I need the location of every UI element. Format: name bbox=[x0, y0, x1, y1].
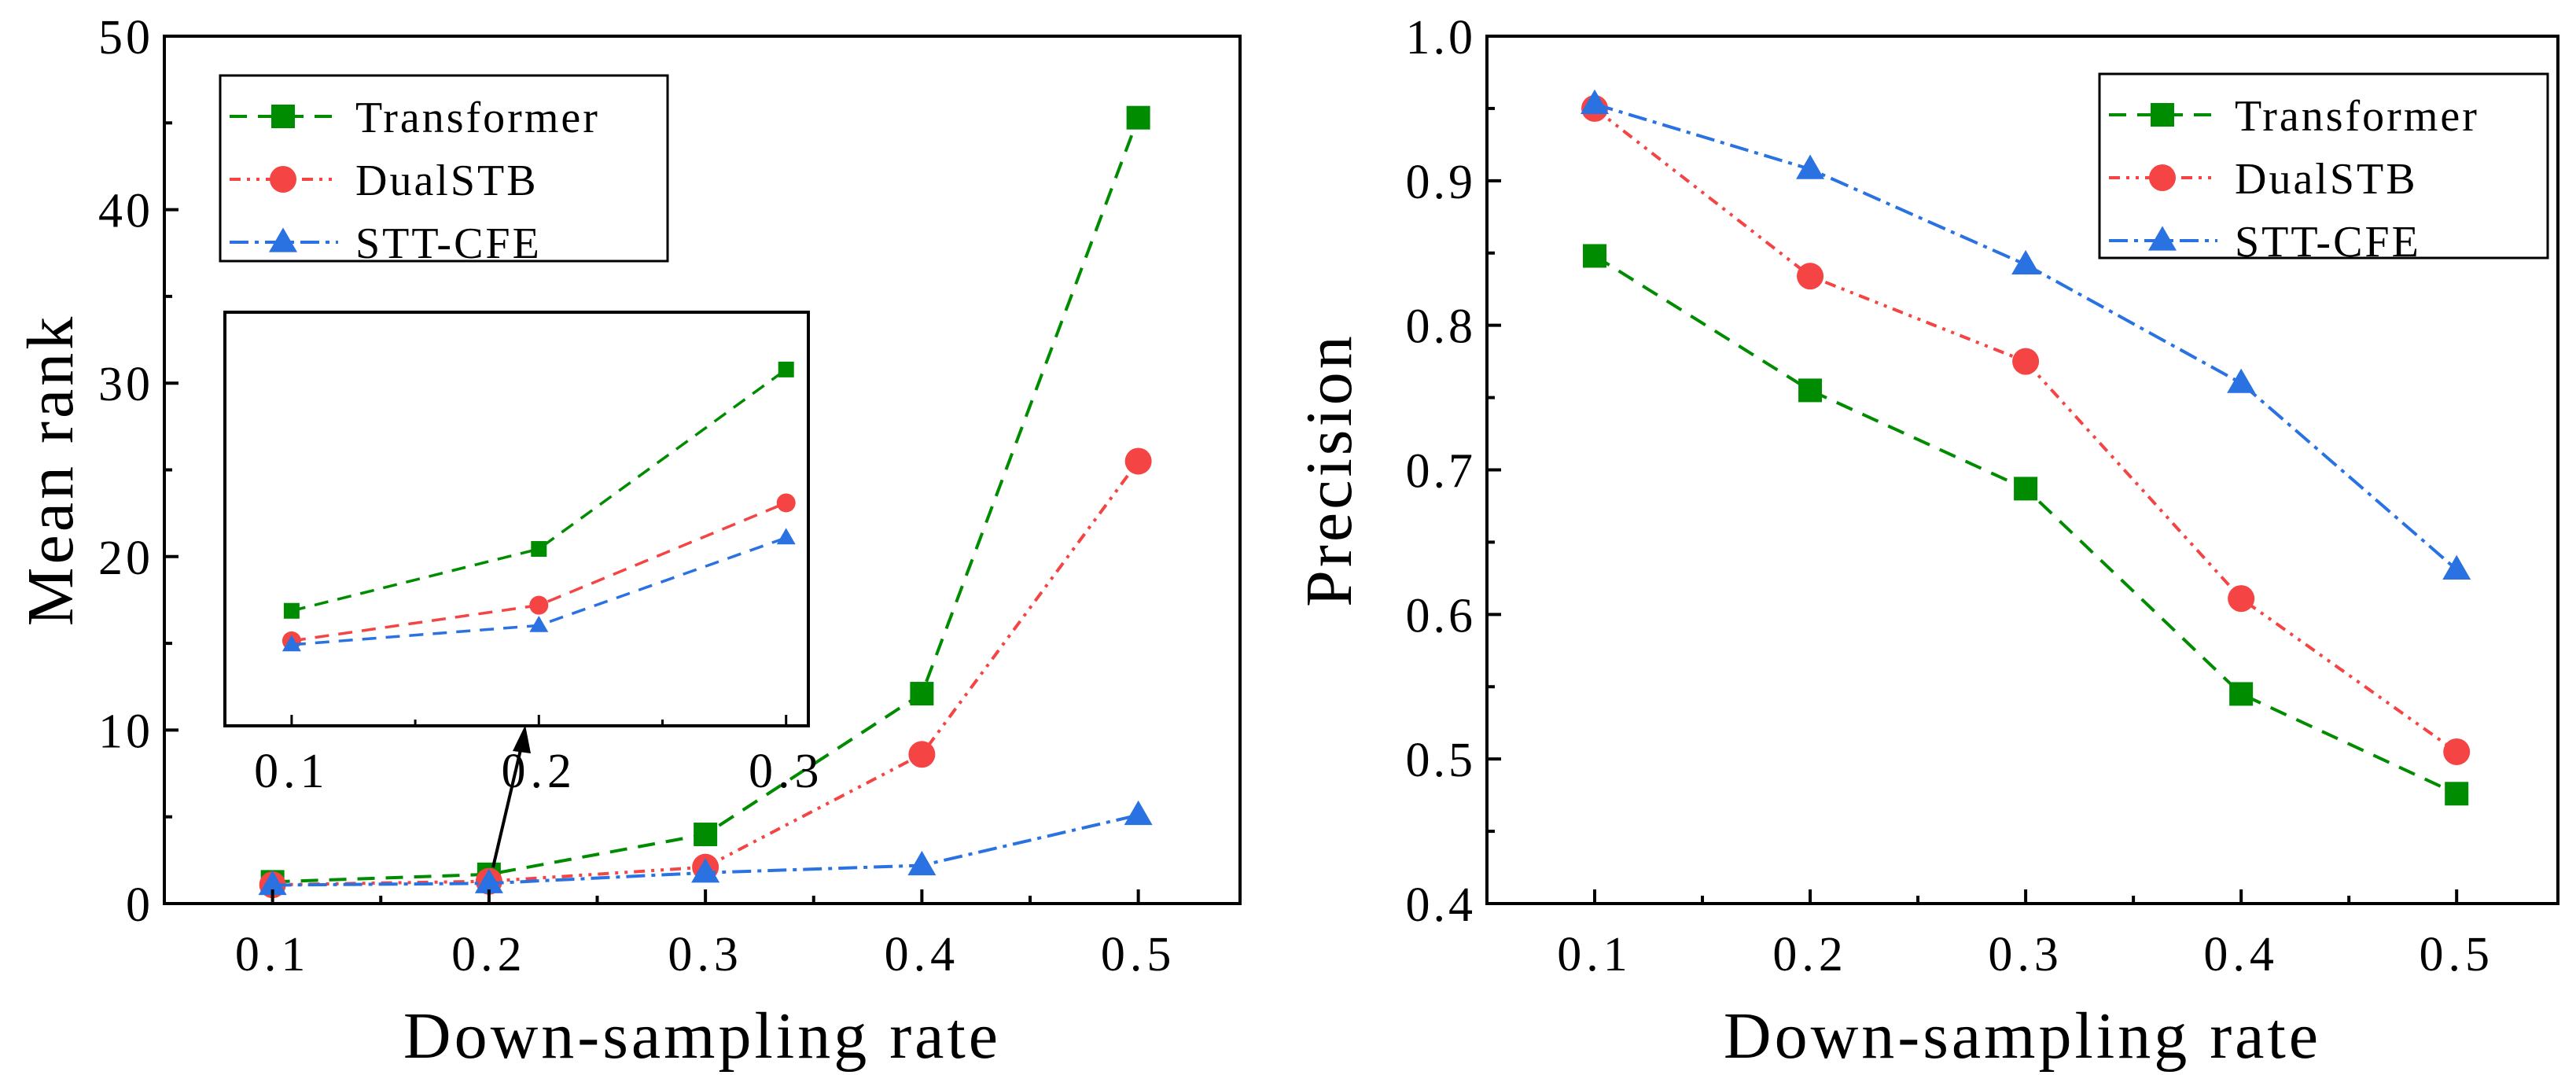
inset-point-stt-cfe bbox=[776, 528, 796, 545]
inset-x-tick-label: 0.2 bbox=[502, 745, 577, 798]
data-point-dualstb bbox=[2443, 738, 2471, 765]
data-point-transformer bbox=[910, 682, 934, 706]
legend-item-transformer: Transformer bbox=[230, 94, 600, 142]
legend-marker-triangle-icon bbox=[2148, 226, 2177, 251]
x-tick-label: 0.1 bbox=[1557, 928, 1632, 981]
data-point-stt-cfe bbox=[2442, 554, 2471, 580]
inset-point-dualstb bbox=[529, 595, 549, 615]
x-axis-title: Down-sampling rate bbox=[403, 1000, 1001, 1073]
data-point-dualstb bbox=[1797, 263, 1824, 290]
y-tick-label: 0.6 bbox=[1406, 589, 1477, 642]
inset-point-stt-cfe bbox=[282, 635, 301, 652]
y-tick-label: 0.4 bbox=[1406, 878, 1477, 932]
inset-x-tick-label: 0.3 bbox=[749, 745, 824, 798]
legend-item-dualstb: DualSTB bbox=[230, 156, 539, 205]
legend-label: Transformer bbox=[355, 94, 600, 142]
y-tick-label: 0.5 bbox=[1406, 734, 1477, 787]
precision-chart: 0.1 0.2 0.3 0.4 0.5 0.4 0.5 0.6 0.7 0.8 0.9 1.0 Down… bbox=[1293, 11, 2559, 1073]
legend-label: DualSTB bbox=[2235, 155, 2418, 204]
x-tick-label: 0.5 bbox=[2419, 928, 2494, 981]
arrow-head-icon bbox=[513, 725, 531, 753]
y-tick-label: 0.9 bbox=[1406, 156, 1477, 209]
x-tick-label: 0.3 bbox=[1988, 928, 2063, 981]
legend-item-dualstb: DualSTB bbox=[2109, 155, 2418, 204]
series-line-dualstb bbox=[272, 460, 1140, 887]
legend-item-stt-cfe: STT-CFE bbox=[230, 219, 542, 268]
data-point-stt-cfe bbox=[1124, 800, 1153, 826]
data-point-transformer bbox=[1798, 378, 1823, 403]
data-point-stt-cfe bbox=[258, 870, 287, 896]
legend-marker-circle-icon bbox=[2149, 164, 2176, 191]
data-point-stt-cfe bbox=[1581, 89, 1610, 115]
data-point-stt-cfe bbox=[1796, 154, 1825, 179]
data-point-stt-cfe bbox=[2227, 368, 2256, 393]
data-point-stt-cfe bbox=[474, 868, 503, 893]
x-axis-title: Down-sampling rate bbox=[1724, 1000, 2321, 1073]
data-point-dualstb bbox=[2228, 585, 2255, 613]
data-point-dualstb bbox=[1124, 447, 1152, 475]
legend-item-transformer: Transformer bbox=[2109, 92, 2479, 141]
data-point-transformer bbox=[694, 823, 718, 847]
inset-frame bbox=[223, 311, 810, 727]
legend-marker-circle-icon bbox=[270, 166, 296, 193]
y-tick-label: 30 bbox=[98, 358, 153, 411]
series-line-dualstb bbox=[1593, 107, 2458, 753]
y-tick-label: 0.7 bbox=[1406, 445, 1477, 499]
y-tick-label: 1.0 bbox=[1406, 11, 1477, 64]
arrow-shaft bbox=[491, 742, 524, 868]
x-tick-label: 0.2 bbox=[451, 928, 527, 981]
legend-marker-square-icon bbox=[2151, 103, 2174, 127]
data-point-transformer bbox=[2445, 782, 2469, 806]
data-point-dualstb bbox=[908, 741, 936, 768]
data-point-stt-cfe bbox=[2011, 249, 2041, 275]
legend-item-stt-cfe: STT-CFE bbox=[2109, 218, 2421, 267]
y-tick-label: 0 bbox=[126, 878, 153, 932]
inset-point-transformer bbox=[531, 541, 547, 558]
mean-rank-chart: 0.1 0.2 0.3 0.4 0.5 0 10 20 30 40 50 Down-sampling … bbox=[14, 11, 1242, 1073]
inset-x-tick-label: 0.1 bbox=[254, 745, 329, 798]
x-tick-label: 0.5 bbox=[1101, 928, 1176, 981]
series-line-transformer bbox=[1593, 254, 2458, 796]
zoom-arrow bbox=[491, 725, 531, 868]
data-point-transformer bbox=[2229, 682, 2254, 706]
data-point-transformer bbox=[1126, 105, 1150, 130]
legend-label: Transformer bbox=[2235, 92, 2479, 141]
inset-zoom-chart: 0.1 0.2 0.3 bbox=[223, 311, 824, 798]
legend-marker-triangle-icon bbox=[269, 227, 297, 252]
legend-label: STT-CFE bbox=[2235, 218, 2421, 267]
x-tick-label: 0.4 bbox=[2203, 928, 2279, 981]
data-point-dualstb bbox=[2012, 348, 2040, 375]
legend-marker-square-icon bbox=[271, 105, 295, 128]
legend-label: DualSTB bbox=[355, 156, 539, 205]
data-point-transformer bbox=[2014, 477, 2038, 501]
y-axis-title: Precision bbox=[1293, 333, 1366, 607]
inset-point-dualstb bbox=[776, 493, 796, 513]
data-point-stt-cfe bbox=[691, 858, 720, 883]
inset-point-transformer bbox=[778, 361, 794, 377]
x-tick-label: 0.4 bbox=[885, 928, 960, 981]
inset-point-stt-cfe bbox=[529, 615, 549, 632]
inset-line-transformer bbox=[291, 368, 787, 613]
x-tick-label: 0.3 bbox=[668, 928, 743, 981]
y-axis-title: Mean rank bbox=[14, 314, 87, 627]
inset-point-transformer bbox=[283, 602, 300, 619]
x-tick-label: 0.1 bbox=[235, 928, 311, 981]
x-tick-label: 0.2 bbox=[1772, 928, 1848, 981]
y-tick-label: 10 bbox=[98, 705, 153, 758]
legend: Transformer DualSTB STT-CFE bbox=[2098, 72, 2549, 267]
y-tick-label: 40 bbox=[98, 185, 153, 238]
legend-label: STT-CFE bbox=[355, 219, 542, 268]
data-point-stt-cfe bbox=[907, 850, 937, 876]
y-tick-label: 50 bbox=[98, 11, 153, 64]
y-tick-label: 20 bbox=[98, 532, 153, 585]
data-point-transformer bbox=[1583, 244, 1607, 268]
y-tick-label: 0.8 bbox=[1406, 300, 1477, 354]
legend: Transformer DualSTB STT-CFE bbox=[219, 74, 669, 268]
